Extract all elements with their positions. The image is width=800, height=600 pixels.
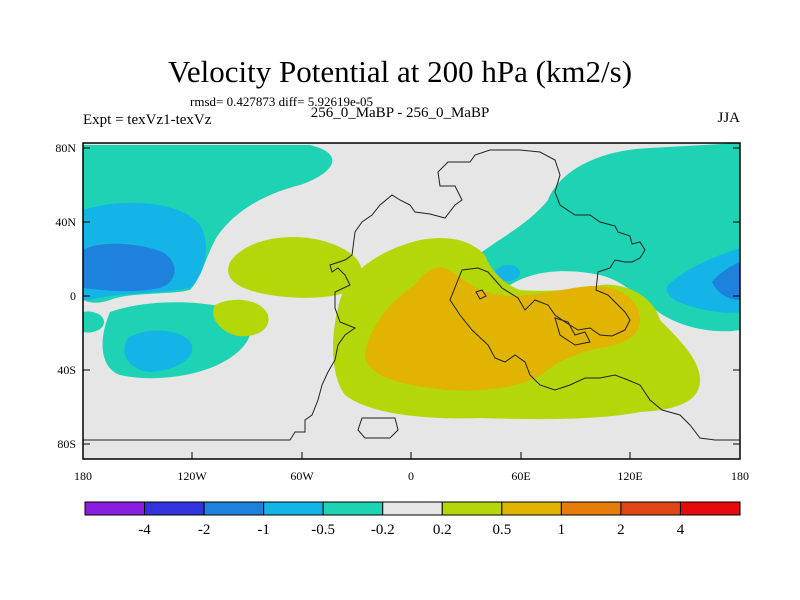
colorbar-swatch	[203, 501, 265, 516]
colorbar-swatch	[84, 501, 146, 516]
colorbar: -4 -2 -1 -0.5 -0.2 0.2 0.5 1 2 4	[84, 501, 741, 538]
colorbar-swatch	[501, 501, 562, 516]
colorbar-swatch	[322, 501, 384, 516]
colorbar-swatch	[144, 501, 205, 516]
colorbar-label: -1	[257, 522, 270, 538]
contour-fields	[83, 143, 740, 420]
colorbar-label: 0.5	[492, 522, 511, 538]
continent-outline-b	[357, 417, 399, 439]
colorbar-label: 0.2	[433, 522, 452, 538]
coastline-outlines	[83, 149, 740, 441]
lon-tick-label: 120E	[617, 469, 642, 483]
lat-tick-label: 80S	[57, 437, 76, 451]
colorbar-swatch	[441, 501, 503, 516]
colorbar-label: 2	[617, 522, 625, 538]
continent-outline-a	[83, 149, 740, 441]
lat-tick-marks	[83, 147, 740, 445]
plot-title: Velocity Potential at 200 hPa (km2/s)	[167, 54, 633, 89]
lon-tick-label: 60E	[511, 469, 530, 483]
contour-east-blue-pocket	[666, 248, 740, 313]
contour-pacific-darkblue	[83, 243, 175, 292]
colorbar-label: -0.5	[311, 522, 335, 538]
lon-tick-label: 60W	[290, 469, 314, 483]
case-label: 256_0_MaBP - 256_0_MaBP	[310, 105, 490, 121]
lat-tick-label: 40N	[55, 215, 76, 229]
season-label: JJA	[717, 110, 740, 126]
stats-label: rmsd= 0.427873 diff= 5.92619e-05	[190, 94, 374, 109]
continent-outline-d	[554, 317, 591, 346]
colorbar-swatch	[679, 501, 741, 516]
lat-tick-label: 40S	[57, 363, 76, 377]
contour-pacific-green-patch	[228, 236, 362, 298]
lon-tick-labels: 180 120W 60W 0 60E 120E 180	[74, 469, 749, 483]
lon-tick-label: 180	[74, 469, 92, 483]
lon-tick-label: 0	[408, 469, 414, 483]
colorbar-swatch	[382, 501, 443, 516]
colorbar-swatch	[620, 501, 681, 516]
lat-tick-label: 0	[70, 289, 76, 303]
continent-outline-c	[475, 289, 487, 300]
contour-asia-blue-spot	[494, 264, 520, 282]
colorbar-swatch	[560, 501, 622, 516]
colorbar-swatch	[263, 501, 324, 516]
colorbar-label: -0.2	[371, 522, 395, 538]
contour-south-green-patch	[213, 299, 269, 337]
colorbar-label: 1	[558, 522, 566, 538]
contour-east-darkblue-pocket	[712, 262, 740, 300]
lon-tick-marks	[191, 452, 631, 459]
contour-main-orange	[365, 267, 640, 391]
colorbar-label: -4	[138, 522, 151, 538]
lon-tick-label: 120W	[177, 469, 207, 483]
contour-south-pacific-blue	[124, 330, 193, 372]
experiment-label: Expt = texVz1-texVz	[83, 112, 212, 128]
contour-west-edge-teal	[83, 311, 104, 333]
lat-tick-label: 80N	[55, 141, 76, 155]
colorbar-label: -2	[198, 522, 211, 538]
lon-tick-label: 180	[731, 469, 749, 483]
lat-tick-labels: 80N 40N 0 40S 80S	[55, 141, 76, 451]
colorbar-label: 4	[677, 522, 685, 538]
